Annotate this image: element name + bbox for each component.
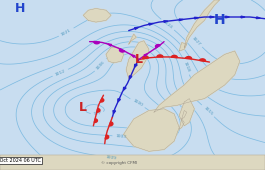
Polygon shape (184, 0, 220, 48)
Text: 8 Oct 2024 06 UTC: 8 Oct 2024 06 UTC (0, 158, 41, 163)
Text: 1009: 1009 (105, 155, 116, 160)
Polygon shape (241, 16, 245, 18)
Polygon shape (129, 76, 132, 79)
Polygon shape (118, 99, 120, 102)
Text: 1021: 1021 (60, 28, 72, 37)
Polygon shape (157, 55, 163, 57)
Polygon shape (129, 34, 136, 44)
Polygon shape (179, 42, 187, 51)
Polygon shape (200, 59, 206, 61)
Polygon shape (120, 49, 125, 52)
Text: 1006: 1006 (95, 59, 106, 70)
Polygon shape (113, 110, 116, 114)
Polygon shape (124, 109, 179, 151)
Polygon shape (154, 51, 240, 112)
Polygon shape (179, 19, 183, 21)
Text: 1003: 1003 (115, 134, 126, 139)
Polygon shape (195, 17, 198, 19)
Text: H: H (214, 13, 226, 27)
Polygon shape (149, 23, 153, 25)
Polygon shape (94, 119, 98, 122)
Polygon shape (256, 17, 260, 19)
Polygon shape (108, 44, 112, 46)
Polygon shape (179, 99, 194, 126)
Polygon shape (131, 55, 135, 57)
Polygon shape (171, 55, 177, 58)
Text: 1018: 1018 (183, 61, 190, 73)
Polygon shape (123, 87, 126, 90)
Polygon shape (94, 41, 100, 44)
Polygon shape (144, 54, 147, 56)
Polygon shape (126, 41, 149, 78)
Text: H: H (15, 2, 25, 15)
Text: 1024: 1024 (162, 20, 173, 30)
Polygon shape (0, 155, 265, 170)
Text: 1027: 1027 (191, 36, 202, 46)
Polygon shape (83, 8, 111, 22)
Polygon shape (97, 108, 100, 112)
Text: L: L (79, 101, 87, 114)
Polygon shape (109, 122, 113, 126)
Polygon shape (179, 119, 184, 129)
Text: 1000: 1000 (132, 99, 143, 108)
Text: 1015: 1015 (202, 106, 213, 116)
Text: 1012: 1012 (55, 69, 66, 77)
Polygon shape (135, 64, 137, 67)
Polygon shape (226, 16, 229, 18)
Polygon shape (164, 21, 168, 22)
Polygon shape (106, 48, 124, 63)
Polygon shape (143, 56, 149, 59)
Text: © copyright CFMI: © copyright CFMI (101, 161, 137, 165)
Polygon shape (105, 135, 109, 139)
Text: 997: 997 (93, 111, 102, 116)
Text: L: L (135, 53, 143, 66)
Polygon shape (100, 98, 104, 102)
Polygon shape (182, 110, 187, 119)
Polygon shape (210, 16, 214, 18)
Polygon shape (156, 45, 160, 48)
Polygon shape (134, 27, 138, 29)
Polygon shape (186, 57, 192, 59)
